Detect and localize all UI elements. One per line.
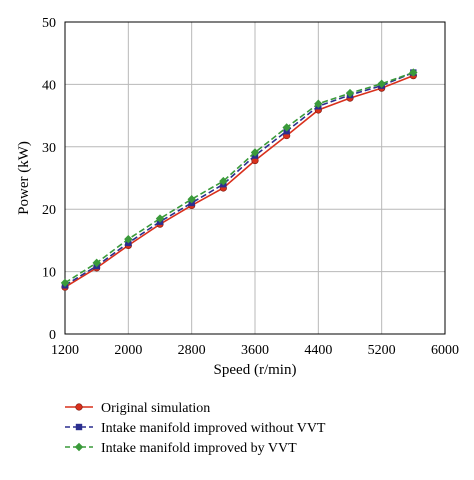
x-tick-labels: 1200 2000 2800 3600 4400 5200 6000 (51, 343, 459, 358)
legend-item: Intake manifold improved by VVT (65, 441, 297, 456)
series-1 (61, 72, 417, 291)
plot-frame (64, 21, 446, 335)
data-point (377, 79, 386, 88)
x-tick-label: 2000 (114, 343, 142, 358)
data-point (155, 214, 165, 223)
x-tick-label: 3600 (241, 343, 269, 358)
data-point (314, 99, 323, 108)
y-axis-label: Power (kW) (16, 141, 32, 215)
legend-marker (75, 423, 83, 431)
y-tick-label: 10 (42, 266, 56, 281)
x-tick-label: 2800 (178, 343, 206, 358)
legend-marker (75, 403, 83, 411)
data-point (124, 234, 133, 244)
grid (65, 22, 445, 334)
y-tick-label: 30 (42, 141, 56, 156)
data-point (219, 176, 228, 186)
x-tick-label: 6000 (431, 343, 459, 358)
data-point (345, 88, 355, 98)
legend-label: Original simulation (101, 401, 210, 416)
y-tick-label: 0 (49, 328, 56, 343)
legend-label: Intake manifold improved without VVT (101, 421, 326, 436)
data-point (60, 278, 70, 288)
data-point (282, 123, 291, 132)
legend-label: Intake manifold improved by VVT (101, 441, 297, 456)
x-tick-label: 5200 (368, 343, 396, 358)
series-line (64, 74, 414, 288)
y-tick-label: 50 (42, 16, 56, 31)
legend-marker (74, 442, 84, 452)
x-tick-label: 1200 (51, 343, 79, 358)
data-point (92, 258, 101, 268)
y-tick-label: 20 (42, 203, 56, 218)
data-point (250, 148, 260, 157)
y-tick-labels: 0 10 20 30 40 50 (42, 16, 56, 343)
series-line (64, 71, 414, 284)
data-point (409, 68, 418, 77)
series-3 (60, 68, 418, 288)
legend-item: Original simulation (65, 401, 210, 416)
series-layer (60, 68, 418, 291)
x-axis-label: Speed (r/min) (214, 362, 297, 378)
x-tick-label: 4400 (304, 343, 332, 358)
legend: Original simulation Intake manifold impro… (65, 401, 326, 456)
y-tick-label: 40 (42, 78, 56, 93)
series-line (64, 71, 414, 287)
data-point (187, 195, 196, 204)
legend-item: Intake manifold improved without VVT (65, 421, 326, 436)
